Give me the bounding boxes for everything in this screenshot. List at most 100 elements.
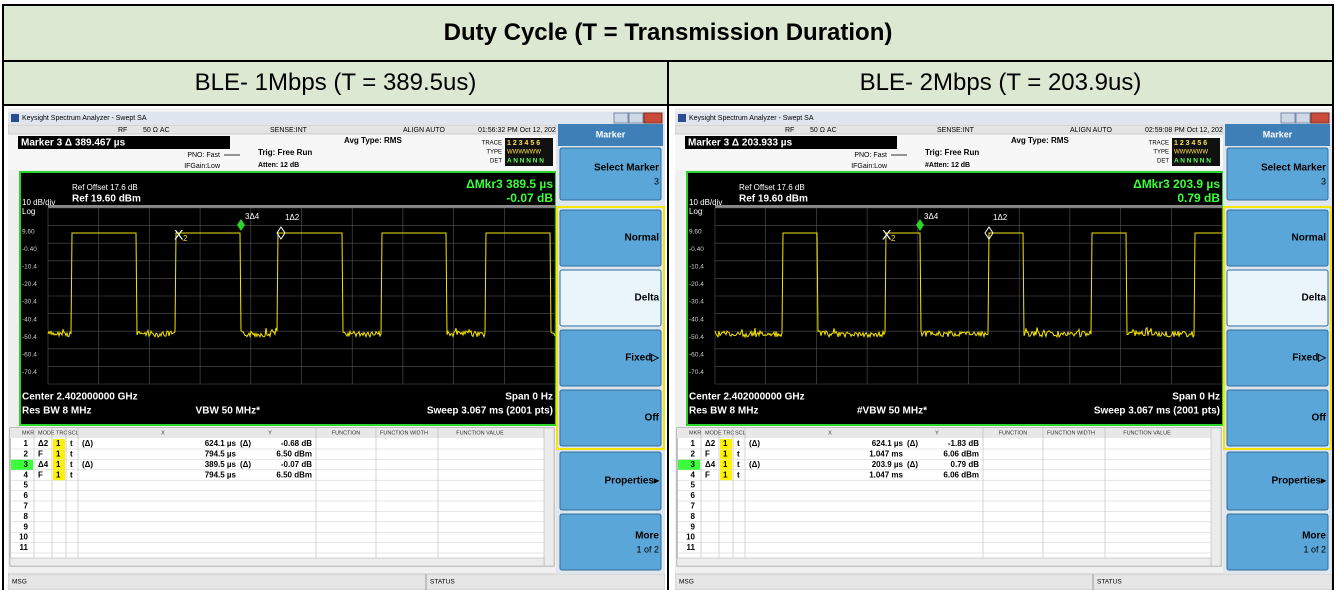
row-number: 6: [691, 491, 696, 500]
softkey-label: Select Marker: [594, 163, 659, 174]
status-label: STATUS: [1097, 579, 1122, 586]
softkey: [1226, 209, 1329, 267]
y-axis-label: -60.4: [22, 352, 37, 359]
table-header: Y: [268, 430, 272, 436]
softkey: [1226, 147, 1329, 201]
marker-table: [9, 427, 555, 567]
softkey: [559, 513, 662, 571]
row-mode: F: [38, 450, 43, 459]
ref-bar: [715, 205, 1222, 208]
marker-label: 1Δ2: [993, 213, 1008, 222]
row-x-ref: (Δ): [749, 460, 760, 469]
delta-value: 0.79 dB: [1177, 191, 1220, 205]
trace-bg: [1172, 138, 1220, 166]
row-mode: Δ2: [38, 439, 49, 448]
marker-label: 3Δ4: [924, 212, 939, 221]
row-y: -1.83 dB: [948, 439, 979, 448]
row-trace: 1: [723, 439, 728, 448]
softkey-label: Delta: [1302, 293, 1327, 304]
softkey-title-bg: [1225, 124, 1330, 146]
y-axis-label: -0.40: [689, 246, 704, 253]
det-val: A N N N N N: [1174, 158, 1211, 165]
impedance: 50 Ω AC: [810, 127, 837, 134]
ref-level: Ref 19.60 dBm: [72, 194, 141, 205]
table-header: SCL: [68, 430, 79, 436]
app-icon: [11, 114, 19, 122]
softkey-title: Marker: [1263, 129, 1293, 139]
row-number: 1: [24, 439, 29, 448]
row-x: 1.047 ms: [869, 450, 903, 459]
y-axis-label: -20.4: [22, 281, 37, 288]
softkey: [1226, 389, 1329, 447]
win-btn: [628, 112, 644, 124]
span: Span 0 Hz: [1172, 392, 1220, 403]
trig: Trig: Free Run: [258, 148, 312, 157]
rf-label: RF: [118, 127, 127, 134]
softkey: [559, 209, 662, 267]
align: ALIGN AUTO: [1070, 127, 1112, 134]
table-header: FUNCTION: [332, 430, 360, 436]
sense: SENSE:INT: [270, 127, 308, 134]
title-bar: [675, 112, 1332, 124]
row-y: 6.06 dBm: [943, 450, 979, 459]
row-scale: t: [70, 470, 73, 479]
row-scale: t: [70, 439, 73, 448]
atten: Atten: 12 dB: [258, 162, 299, 169]
impedance: 50 Ω AC: [143, 127, 170, 134]
ifgain: IFGain:Low: [184, 163, 221, 170]
row-y: 6.50 dBm: [276, 450, 312, 459]
row-x: 624.1 µs: [872, 439, 904, 448]
status-bar: [8, 573, 665, 590]
trc-bg: [720, 459, 732, 470]
row-y-ref: (Δ): [240, 460, 251, 469]
row-trace: 1: [56, 460, 61, 469]
row-scale: t: [70, 450, 73, 459]
title-bar: [8, 112, 665, 124]
row-y-ref: (Δ): [907, 439, 918, 448]
trace: [47, 232, 556, 339]
table-header: TRC: [56, 430, 67, 436]
row-x: 794.5 µs: [205, 450, 237, 459]
row-mode: F: [38, 470, 43, 479]
row-mode: Δ4: [705, 460, 716, 469]
sweep: Sweep 3.067 ms (2001 pts): [1094, 406, 1220, 417]
window-title: Keysight Spectrum Analyzer - Swept SA: [22, 115, 147, 122]
row-trace: 1: [56, 450, 61, 459]
type-label: TYPE: [486, 150, 502, 156]
win-btn: [613, 112, 629, 124]
row-number: 2: [691, 450, 696, 459]
softkey: [559, 389, 662, 447]
row-mode: Δ4: [38, 460, 49, 469]
trc-bg: [720, 439, 732, 449]
res-bw: Res BW 8 MHz: [689, 406, 758, 417]
msg-label: MSG: [12, 579, 27, 586]
softkey: [1226, 329, 1329, 387]
row-number: 5: [24, 481, 29, 490]
row-x-ref: (Δ): [82, 460, 93, 469]
align: ALIGN AUTO: [403, 127, 445, 134]
column-header: BLE- 2Mbps (T = 203.9us): [667, 60, 1334, 106]
selected-row-marker: [678, 459, 700, 470]
table-scrollbar: [543, 427, 555, 567]
center-freq: Center 2.402000000 GHz: [22, 392, 138, 403]
row-number: 6: [24, 491, 29, 500]
y-axis-label: -50.4: [689, 334, 704, 341]
table-header: Y: [935, 430, 939, 436]
ifgain: IFGain:Low: [851, 163, 888, 170]
softkey: [559, 451, 662, 511]
table-header: MODE: [38, 430, 55, 436]
marker-diamond: [984, 226, 994, 240]
column-divider: [667, 60, 669, 590]
softkey-label: Delta: [635, 293, 660, 304]
log-label: Log: [689, 207, 702, 216]
softkey-label: Fixed▷: [625, 353, 660, 364]
softkey-sub: 3: [654, 176, 659, 186]
row-number: 7: [691, 502, 696, 511]
row-trace: 1: [723, 460, 728, 469]
row-scale: t: [737, 470, 740, 479]
table-hscroll: [676, 557, 1212, 567]
row-number: 7: [24, 502, 29, 511]
trace-bg: [505, 138, 553, 166]
softkey: [559, 269, 662, 327]
marker-diamond: [237, 219, 245, 231]
